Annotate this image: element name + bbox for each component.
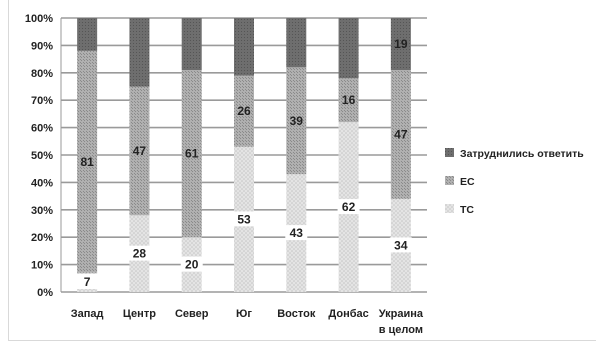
x-axis-labels: Запад Центр Север Юг Восток Донбас Украина в це…: [71, 308, 424, 336]
legend-label: ТС: [460, 204, 474, 216]
bar-segment: [286, 18, 307, 68]
y-tick-label: 10%: [31, 260, 53, 272]
bar-segment: [129, 86, 150, 216]
data-label: 61: [185, 147, 199, 161]
bar-segment: [234, 18, 254, 76]
bar-segment: [286, 67, 307, 175]
data-label: 47: [133, 144, 147, 158]
legend-label: ЕС: [460, 176, 475, 188]
y-tick-label: 80%: [31, 68, 53, 80]
data-label-bg: [337, 199, 360, 215]
data-label: 47: [394, 127, 408, 141]
bar-segment: [129, 18, 150, 87]
y-tick-label: 100%: [25, 13, 53, 25]
bar-segment: [77, 18, 98, 51]
legend-swatch: [445, 204, 454, 213]
stacked-bar-chart: 0% 10% 20% 30% 40% 50% 60% 70% 80% 90% 100% 7 81 28 4…: [25, 13, 584, 336]
y-tick-label: 0%: [37, 287, 53, 299]
data-label: 81: [80, 155, 94, 169]
bar-segment: [181, 70, 202, 238]
y-tick-label: 70%: [31, 95, 53, 107]
x-category-label: Восток: [277, 308, 316, 320]
chart-frame: 0% 10% 20% 30% 40% 50% 60% 70% 80% 90% 100% 7 81 28 4…: [8, 0, 596, 341]
legend-swatch: [445, 148, 454, 157]
data-label: 53: [237, 212, 251, 226]
data-labels: 7 81 28 47 20 61 53 26 43 39 62 16 34 47 19: [76, 37, 412, 289]
x-category-label: Север: [175, 308, 209, 320]
data-label: 26: [237, 104, 251, 118]
x-category-label: Юг: [236, 308, 252, 320]
y-tick-label: 20%: [31, 232, 53, 244]
data-label: 20: [185, 258, 199, 272]
x-category-label: Запад: [71, 308, 104, 320]
data-label: 43: [290, 226, 304, 240]
bar-segment: [77, 50, 98, 273]
data-label: 16: [342, 93, 356, 107]
bar-segment: [234, 75, 254, 147]
y-tick-label: 40%: [31, 177, 53, 189]
legend-label: Затруднились ответить: [460, 148, 584, 160]
data-label-bg: [76, 274, 99, 289]
data-label-bg: [180, 256, 203, 272]
y-tick-label: 60%: [31, 123, 53, 135]
y-axis-ticks: 0% 10% 20% 30% 40% 50% 60% 70% 80% 90% 100%: [25, 13, 53, 299]
bar-segment: [390, 70, 411, 199]
data-label-bg: [128, 245, 151, 261]
data-label: 28: [133, 247, 147, 261]
data-label-bg: [285, 225, 308, 241]
data-label-bg: [233, 211, 255, 227]
data-label-bg: [389, 237, 412, 253]
bar-segment: [390, 18, 411, 71]
data-label: 34: [394, 238, 408, 252]
y-tick-label: 50%: [31, 150, 53, 162]
bar-segment: [181, 18, 202, 71]
data-label: 7: [84, 275, 91, 289]
x-category-label: Центр: [123, 308, 156, 320]
bar-segment: [338, 78, 359, 123]
x-category-label: Донбас: [328, 308, 368, 320]
y-tick-label: 30%: [31, 205, 53, 217]
data-label: 19: [394, 37, 408, 51]
x-category-label: в целом: [379, 324, 423, 336]
legend-swatch: [445, 176, 454, 185]
legend: Затруднились ответить ЕС ТС: [445, 148, 584, 216]
bar-segment: [338, 18, 359, 79]
data-label: 39: [290, 114, 304, 128]
data-label: 62: [342, 200, 356, 214]
x-category-label: Украина: [379, 308, 424, 320]
y-tick-label: 90%: [31, 40, 53, 52]
